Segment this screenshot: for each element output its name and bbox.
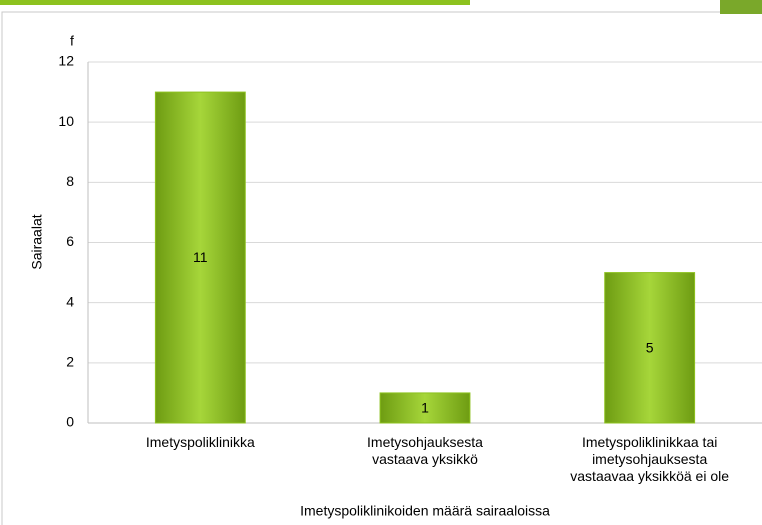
x-tick-label: Imetyspoliklinikka xyxy=(145,434,255,450)
x-axis-label: Imetyspoliklinikoiden määrä sairaaloissa xyxy=(300,503,550,519)
y-tick-label: 0 xyxy=(66,414,74,430)
x-tick-label: Imetyspoliklinikkaa tai imetysohjauksest… xyxy=(570,434,730,484)
y-tick-label: 8 xyxy=(66,173,74,189)
data-label: 5 xyxy=(646,339,654,355)
chart-frame xyxy=(1,11,762,525)
y-tick-label: 10 xyxy=(58,113,74,129)
data-label: 11 xyxy=(193,249,208,265)
header-strip xyxy=(0,0,470,5)
y-unit: f xyxy=(70,33,74,49)
bar xyxy=(379,392,471,424)
y-tick-label: 12 xyxy=(58,53,74,69)
bar xyxy=(154,91,246,424)
y-tick-label: 2 xyxy=(66,354,74,370)
y-tick-label: 4 xyxy=(66,293,74,309)
y-axis-label: Sairaalat xyxy=(29,214,45,269)
logo xyxy=(720,0,762,14)
y-tick-label: 6 xyxy=(66,233,74,249)
data-label: 1 xyxy=(421,400,429,416)
bar xyxy=(604,272,696,424)
x-tick-label: Imetysohjauksesta vastaava yksikkö xyxy=(367,434,483,467)
